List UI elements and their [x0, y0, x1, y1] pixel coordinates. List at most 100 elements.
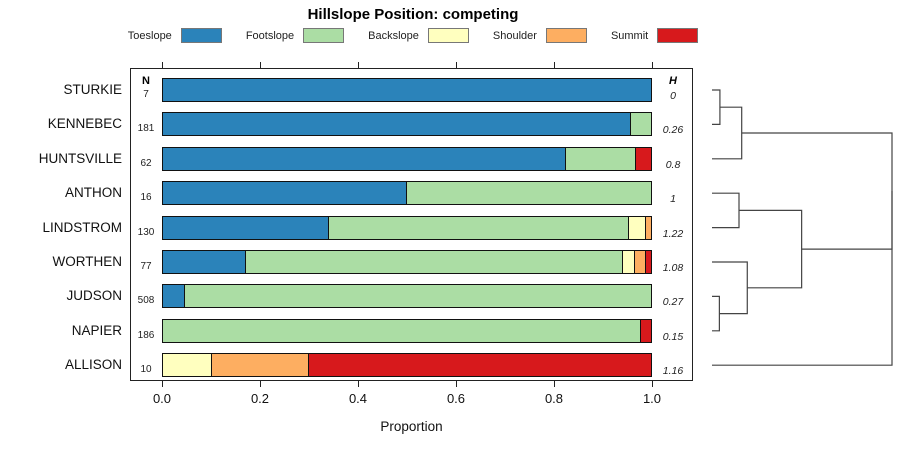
row-label-huntsville: HUNTSVILLE [38, 150, 122, 166]
bar-segment-footslope [565, 147, 637, 170]
axis-tick-top [358, 62, 359, 68]
plot-frame [130, 68, 693, 381]
bar-segment-toeslope [163, 216, 329, 239]
bar-segment-shoulder [646, 216, 651, 239]
h-value: 0.8 [665, 158, 681, 171]
bar-segment-toeslope [163, 113, 632, 136]
bar-segment-shoulder [634, 251, 647, 273]
axis-tick-top [260, 62, 261, 68]
row-label-sturkie: STURKIE [63, 82, 122, 97]
n-value: 130 [137, 226, 155, 238]
h-value: 0.27 [662, 296, 684, 309]
axis-tick-bottom [260, 381, 261, 387]
bar-segment-shoulder [211, 354, 310, 377]
n-value: 186 [137, 329, 155, 341]
axis-tick-bottom [554, 381, 555, 387]
dendrogram-link [741, 132, 893, 250]
axis-tick-top [456, 62, 457, 68]
dendrogram-link [739, 209, 803, 289]
legend-swatch-backslope [427, 28, 469, 43]
bar-segment-footslope [328, 216, 630, 239]
n-column-header: N [142, 75, 150, 87]
legend-swatch-summit [657, 28, 699, 43]
bar-segment-footslope [163, 319, 642, 342]
legend-label: Toeslope [127, 29, 172, 42]
h-value: 0.26 [662, 124, 684, 137]
axis-tick-label: 0.4 [348, 391, 368, 406]
bar-napier [162, 318, 652, 343]
bar-lindstrom [162, 215, 652, 240]
h-value: 1.22 [662, 227, 684, 240]
axis-tick-bottom [652, 381, 653, 387]
n-value: 16 [140, 192, 152, 204]
bar-segment-backslope [163, 354, 212, 377]
row-label-anthon: ANTHON [65, 185, 122, 201]
row-label-judson: JUDSON [66, 288, 122, 304]
bar-segment-summit [309, 354, 651, 377]
h-value: 1.16 [662, 365, 684, 378]
bar-segment-footslope [631, 113, 651, 136]
h-column-header: H [669, 75, 677, 87]
bar-segment-summit [641, 319, 651, 342]
axis-tick-label: 1.0 [642, 391, 662, 406]
row-label-allison: ALLISON [64, 357, 122, 373]
chart-title: Hillslope Position: competing [307, 6, 519, 23]
axis-tick-bottom [456, 381, 457, 387]
legend-swatch-toeslope [180, 28, 222, 43]
legend-swatch-shoulder [545, 28, 587, 43]
n-value: 181 [137, 123, 155, 135]
bar-segment-footslope [407, 182, 651, 205]
legend-label: Backslope [368, 29, 419, 42]
dendrogram-link [712, 191, 893, 366]
row-label-napier: NAPIER [71, 322, 122, 338]
axis-tick-label: 0.8 [544, 391, 564, 406]
bar-anthon [162, 181, 652, 206]
bar-allison [162, 353, 652, 378]
dendrogram-link [712, 261, 748, 315]
bar-segment-footslope [184, 285, 651, 308]
axis-tick-top [162, 62, 163, 68]
legend-label: Footslope [245, 29, 295, 42]
dendrogram-link [712, 192, 740, 229]
bar-segment-toeslope [163, 147, 566, 170]
bar-segment-summit [636, 147, 651, 170]
bar-segment-toeslope [163, 251, 246, 273]
legend-item: Shoulder [493, 28, 587, 43]
axis-tick-label: 0.0 [152, 391, 172, 406]
bar-segment-toeslope [163, 182, 407, 205]
dendrogram-link [712, 89, 721, 125]
bar-sturkie [162, 78, 652, 102]
n-value: 62 [140, 157, 152, 169]
row-label-kennebec: KENNEBEC [47, 116, 122, 132]
legend-item: Backslope [368, 28, 469, 43]
legend-swatch-footslope [303, 28, 345, 43]
bar-judson [162, 284, 652, 309]
bar-kennebec [162, 112, 652, 137]
h-value: 1.08 [662, 262, 684, 274]
legend-label: Summit [610, 29, 649, 42]
axis-tick-bottom [162, 381, 163, 387]
x-axis-label: Proportion [380, 419, 443, 434]
n-value: 10 [140, 364, 152, 376]
axis-tick-label: 0.6 [446, 391, 466, 406]
bar-worthen [162, 250, 652, 274]
bar-segment-backslope [622, 251, 635, 273]
bar-segment-toeslope [163, 285, 185, 308]
bar-huntsville [162, 146, 652, 171]
bar-segment-footslope [245, 251, 623, 273]
n-value: 508 [137, 295, 155, 307]
h-value: 1 [670, 193, 676, 206]
dendrogram-link [712, 295, 720, 332]
n-value: 77 [140, 261, 152, 272]
bar-segment-backslope [629, 216, 647, 239]
legend: Toeslope Footslope Backslope Shoulder Summit [0, 28, 826, 43]
axis-tick-label: 0.2 [250, 391, 270, 406]
dendrogram-link [712, 106, 743, 160]
h-value: 0 [670, 90, 676, 102]
legend-item: Toeslope [128, 28, 222, 43]
axis-tick-top [554, 62, 555, 68]
axis-tick-bottom [358, 381, 359, 387]
bar-segment-summit [646, 251, 651, 273]
axis-tick-top [652, 62, 653, 68]
